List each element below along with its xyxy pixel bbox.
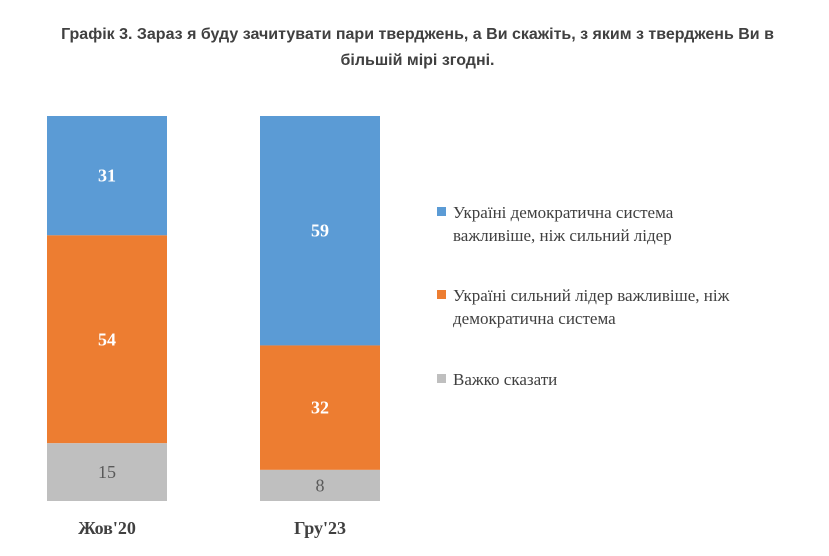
data-label-2-2: 32 bbox=[311, 398, 329, 418]
bar-segment-1-2 bbox=[47, 235, 167, 444]
legend-swatch-1 bbox=[437, 207, 446, 216]
data-label-2-3: 8 bbox=[316, 475, 325, 495]
category-label-1: Жов'20 bbox=[78, 518, 136, 538]
legend-swatch-2 bbox=[437, 290, 446, 299]
legend-label-1: Україні демократична система важливіше, н… bbox=[453, 203, 674, 245]
data-label-1-2: 54 bbox=[98, 329, 116, 349]
bar-segment-2-2 bbox=[260, 345, 380, 470]
chart-title-line-1: Графік 3. Зараз я буду зачитувати пари т… bbox=[61, 26, 774, 43]
chart-title-line-2: більшій мірі згодні. bbox=[340, 52, 495, 69]
data-label-1-1: 31 bbox=[98, 166, 116, 186]
category-label-2: Гру'23 bbox=[294, 518, 346, 538]
legend-swatch-3 bbox=[437, 374, 446, 383]
legend-label-2: Україні сильний лідер важливіше, ніж демо… bbox=[453, 286, 730, 328]
data-label-2-1: 59 bbox=[311, 221, 329, 241]
bar-segment-2-3 bbox=[260, 469, 380, 501]
chart-title: Графік 3. Зараз я буду зачитувати пари т… bbox=[20, 22, 815, 74]
legend-label-3: Важко сказати bbox=[453, 370, 557, 389]
bar-segment-1-1 bbox=[47, 116, 167, 236]
data-label-1-3: 15 bbox=[98, 462, 116, 482]
bar-segment-2-1 bbox=[260, 116, 380, 346]
bar-segment-1-3 bbox=[47, 443, 167, 501]
